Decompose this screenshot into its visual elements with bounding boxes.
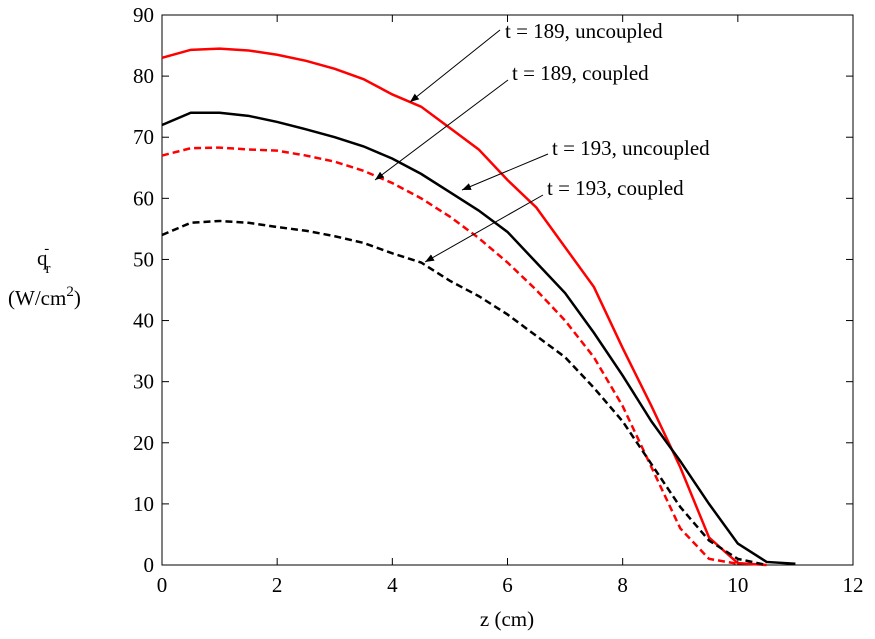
y-axis-unit: (W/cm2) [8, 284, 81, 310]
x-tick-label: 4 [387, 573, 398, 597]
y-tick-label: 20 [133, 431, 154, 455]
y-tick-label: 70 [133, 125, 154, 149]
y-label-symbol: q [37, 246, 48, 270]
x-tick-label: 12 [843, 573, 864, 597]
data-line [161, 47, 767, 567]
y-tick-label: 30 [133, 370, 154, 394]
x-axis-label: z (cm) [480, 607, 534, 631]
y-label-sub: r [46, 261, 51, 277]
x-tick-label: 10 [727, 573, 748, 597]
data-line [161, 111, 796, 566]
x-tick-label: 6 [502, 573, 513, 597]
y-tick-label: 40 [133, 309, 154, 333]
annotation-arrow [424, 194, 544, 263]
y-unit-sup: 2 [66, 284, 74, 300]
data-line [161, 219, 767, 567]
annotation-arrow [374, 79, 509, 181]
y-axis-label: qr - [37, 241, 51, 277]
y-unit-end: ) [74, 286, 81, 310]
y-tick-label: 10 [133, 492, 154, 516]
y-tick-label: 50 [133, 247, 154, 271]
annotation: t = 189, uncoupled [505, 19, 663, 43]
x-tick-label: 0 [157, 573, 168, 597]
y-label-sup: - [44, 241, 49, 257]
y-tick-label: 0 [144, 553, 155, 577]
y-tick-label: 80 [133, 64, 154, 88]
plot-frame [161, 14, 854, 566]
annotation: t = 189, coupled [512, 61, 649, 85]
data-line [161, 146, 739, 566]
annotation-arrow [461, 153, 549, 191]
x-tick-label: 8 [617, 573, 628, 597]
y-tick-label: 90 [133, 3, 154, 27]
annotation: t = 193, coupled [547, 176, 684, 200]
x-tick-label: 2 [272, 573, 283, 597]
annotation: t = 193, uncoupled [552, 136, 710, 160]
y-tick-label: 60 [133, 186, 154, 210]
y-unit-text: (W/cm [8, 286, 66, 310]
annotation-arrow [409, 29, 501, 103]
